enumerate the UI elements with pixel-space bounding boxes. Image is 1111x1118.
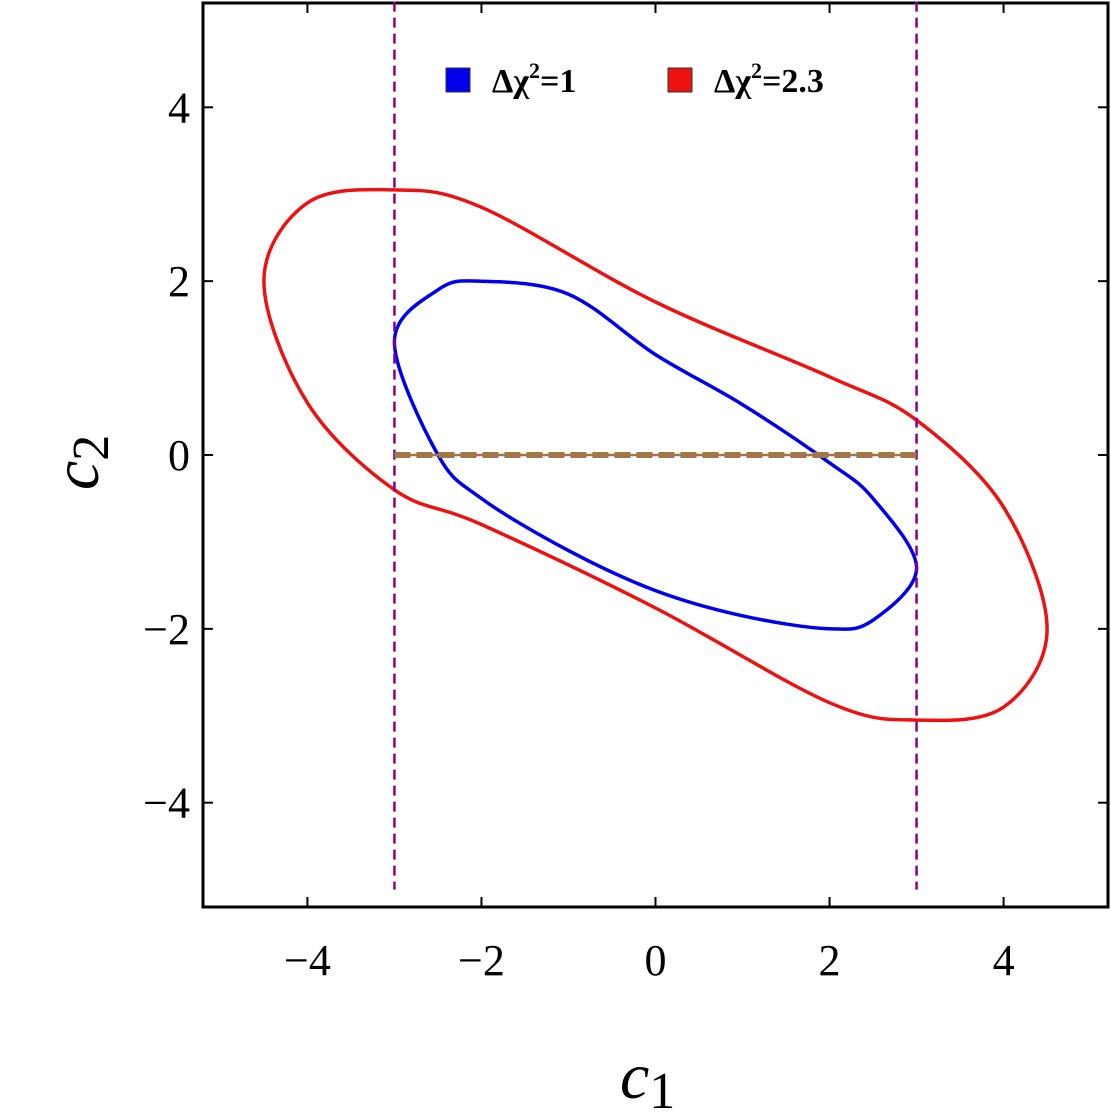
plot-area: −4 −2 0 2 4 −4 −2 0 2 4 <box>143 0 1110 985</box>
legend-item-series-0: Δχ2=1 <box>445 58 576 100</box>
legend-swatch-red <box>667 67 693 93</box>
y-tick-label-0: 0 <box>168 431 190 480</box>
y-tick-label--2: −2 <box>143 605 190 654</box>
legend: Δχ2=1 Δχ2=2.3 <box>445 58 824 100</box>
x-tick-label-2: 2 <box>819 936 841 985</box>
legend-item-series-1: Δχ2=2.3 <box>667 58 824 100</box>
y-tick-label-4: 4 <box>168 83 190 132</box>
contour-series-0 <box>392 279 919 631</box>
x-tick-label--4: −4 <box>284 936 331 985</box>
curves <box>262 187 1049 723</box>
y-tick-label-2: 2 <box>168 257 190 306</box>
x-axis-label: c1 <box>620 1040 675 1118</box>
y-axis-label: c2 <box>40 435 120 490</box>
legend-swatch-blue <box>445 67 471 93</box>
contour-series-1 <box>262 187 1049 723</box>
x-tick-label-4: 4 <box>993 936 1015 985</box>
y-tick-label--4: −4 <box>143 779 190 828</box>
legend-label-delta-chi2-1: Δχ2=1 <box>492 58 576 100</box>
ticks: −4 −2 0 2 4 −4 −2 0 2 4 <box>143 3 1108 985</box>
reference-lines <box>393 0 918 890</box>
legend-label-delta-chi2-2.3: Δχ2=2.3 <box>714 58 824 100</box>
x-tick-label--2: −2 <box>458 936 505 985</box>
x-tick-label-0: 0 <box>645 936 667 985</box>
